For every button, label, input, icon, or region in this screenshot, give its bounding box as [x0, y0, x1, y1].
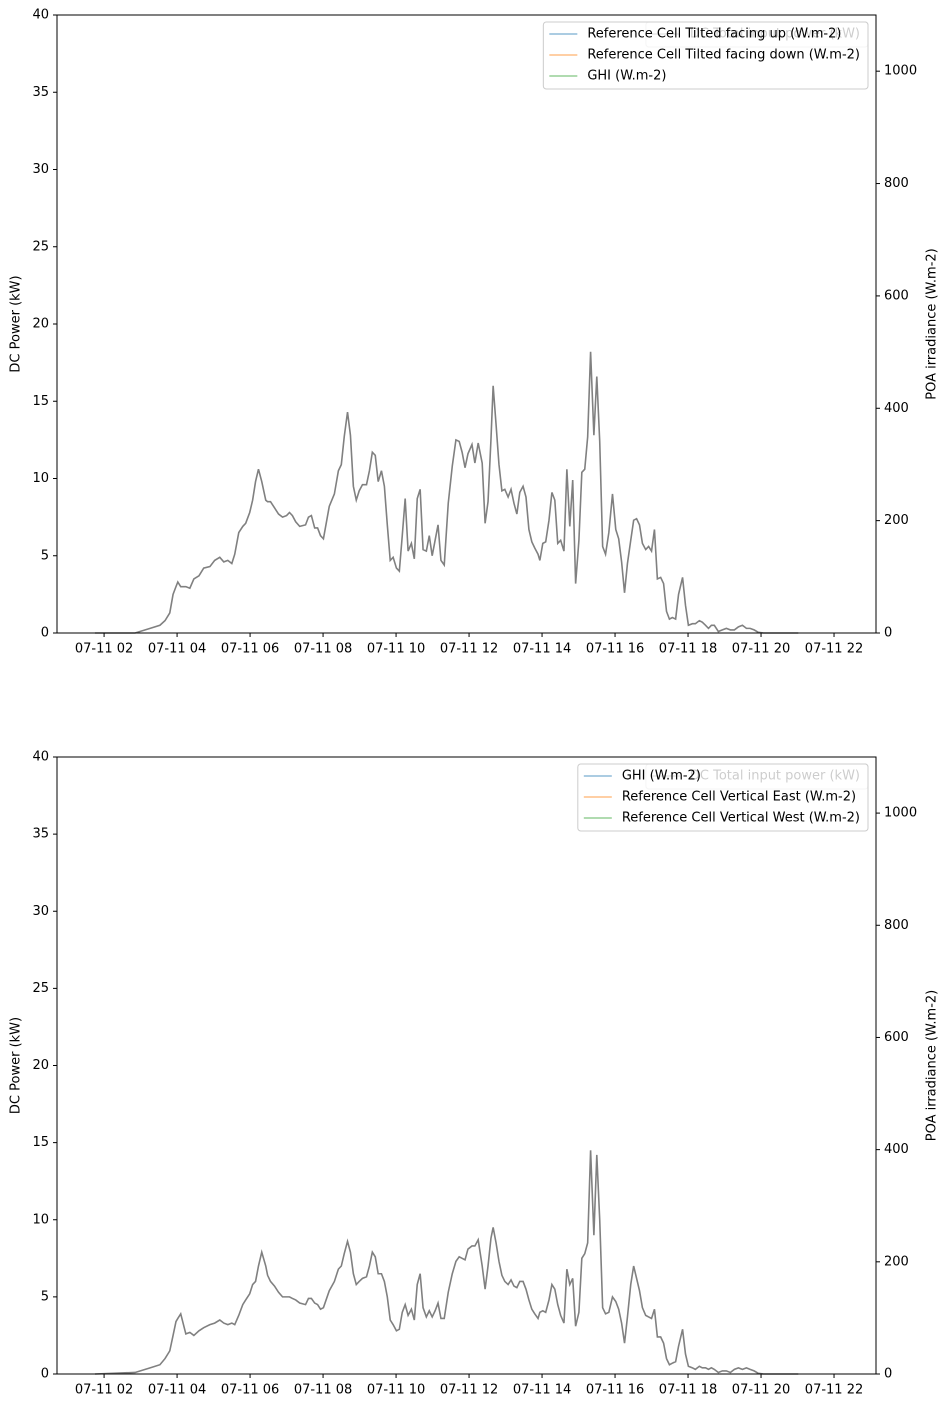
x-tick-label: 07-11 04 — [148, 1383, 206, 1398]
x-tick-label: 07-11 20 — [732, 1383, 790, 1398]
y-tick-label: 25 — [32, 981, 49, 996]
x-tick-label: 07-11 02 — [75, 642, 133, 657]
x-tick-label: 07-11 14 — [513, 642, 571, 657]
legend-frame — [542, 21, 869, 90]
x-tick-label: 07-11 22 — [805, 1383, 863, 1398]
y-tick-label: 30 — [32, 162, 49, 177]
y-tick-label: 5 — [41, 548, 49, 563]
legend-label: Reference Cell Vertical East (W.m-2) — [622, 790, 856, 805]
y-tick-label: 15 — [32, 1135, 49, 1150]
y-tick-label: 10 — [32, 471, 49, 486]
axes-frame — [56, 14, 877, 634]
y-tick-label: 5 — [41, 1289, 49, 1304]
y-tick-label: 30 — [32, 904, 49, 919]
y2-tick-label: 200 — [884, 513, 909, 528]
x-tick-label: 07-11 06 — [221, 642, 279, 657]
y2-axis-label: POA irradiance (W.m-2) — [925, 248, 940, 400]
y-tick-label: 0 — [41, 1367, 49, 1382]
y-tick-label: 20 — [32, 1058, 49, 1073]
x-tick-label: 07-11 08 — [294, 1383, 352, 1398]
x-tick-label: 07-11 18 — [659, 1383, 717, 1398]
y-tick-label: 40 — [32, 750, 49, 765]
y2-tick-label: 600 — [884, 288, 909, 303]
x-tick-label: 07-11 10 — [367, 1383, 425, 1398]
legend-label: Reference Cell Tilted facing up (W.m-2) — [587, 27, 841, 42]
x-tick-label: 07-11 18 — [659, 642, 717, 657]
y2-tick-label: 0 — [884, 626, 892, 641]
legend-frame — [577, 763, 869, 832]
y-tick-label: 40 — [32, 8, 49, 23]
x-tick-label: 07-11 22 — [805, 642, 863, 657]
y2-tick-label: 400 — [884, 1142, 909, 1157]
y2-tick-label: 0 — [884, 1367, 892, 1382]
y2-axis-label: POA irradiance (W.m-2) — [925, 990, 940, 1142]
y-tick-label: 35 — [32, 85, 49, 100]
y-tick-label: 20 — [32, 317, 49, 332]
y2-tick-label: 400 — [884, 401, 909, 416]
x-tick-label: 07-11 20 — [732, 642, 790, 657]
y2-tick-label: 600 — [884, 1030, 909, 1045]
legend: Reference Cell Tilted facing up (W.m-2) R… — [542, 21, 869, 90]
y-axis-label: DC Power (kW) — [9, 275, 24, 372]
x-tick-label: 07-11 14 — [513, 1383, 571, 1398]
y-tick-label: 25 — [32, 239, 49, 254]
y2-tick-label: 1000 — [884, 806, 917, 821]
x-tick-label: 07-11 12 — [440, 1383, 498, 1398]
y2-tick-label: 200 — [884, 1254, 909, 1269]
legend: GHI (W.m-2) Reference Cell Vertical East … — [577, 763, 869, 832]
x-tick-label: 07-11 04 — [148, 642, 206, 657]
y2-tick-label: 800 — [884, 176, 909, 191]
y-axis-label: DC Power (kW) — [9, 1017, 24, 1114]
x-tick-label: 07-11 10 — [367, 642, 425, 657]
legend-label: Reference Cell Vertical West (W.m-2) — [622, 811, 860, 826]
x-tick-label: 07-11 08 — [294, 642, 352, 657]
y-tick-label: 35 — [32, 827, 49, 842]
x-tick-label: 07-11 02 — [75, 1383, 133, 1398]
y2-tick-label: 1000 — [884, 64, 917, 79]
legend-label: Reference Cell Tilted facing down (W.m-2… — [587, 48, 860, 63]
legend-label: GHI (W.m-2) — [622, 769, 701, 784]
x-tick-label: 07-11 12 — [440, 642, 498, 657]
data-line — [94, 351, 799, 634]
y-tick-label: 0 — [41, 626, 49, 641]
x-tick-label: 07-11 06 — [221, 1383, 279, 1398]
axes-frame — [56, 756, 877, 1375]
x-tick-label: 07-11 16 — [586, 1383, 644, 1398]
y-tick-label: 10 — [32, 1212, 49, 1227]
y2-tick-label: 800 — [884, 918, 909, 933]
legend-label: GHI (W.m-2) — [587, 69, 666, 84]
x-tick-label: 07-11 16 — [586, 642, 644, 657]
y-tick-label: 15 — [32, 394, 49, 409]
data-line — [94, 1150, 799, 1375]
